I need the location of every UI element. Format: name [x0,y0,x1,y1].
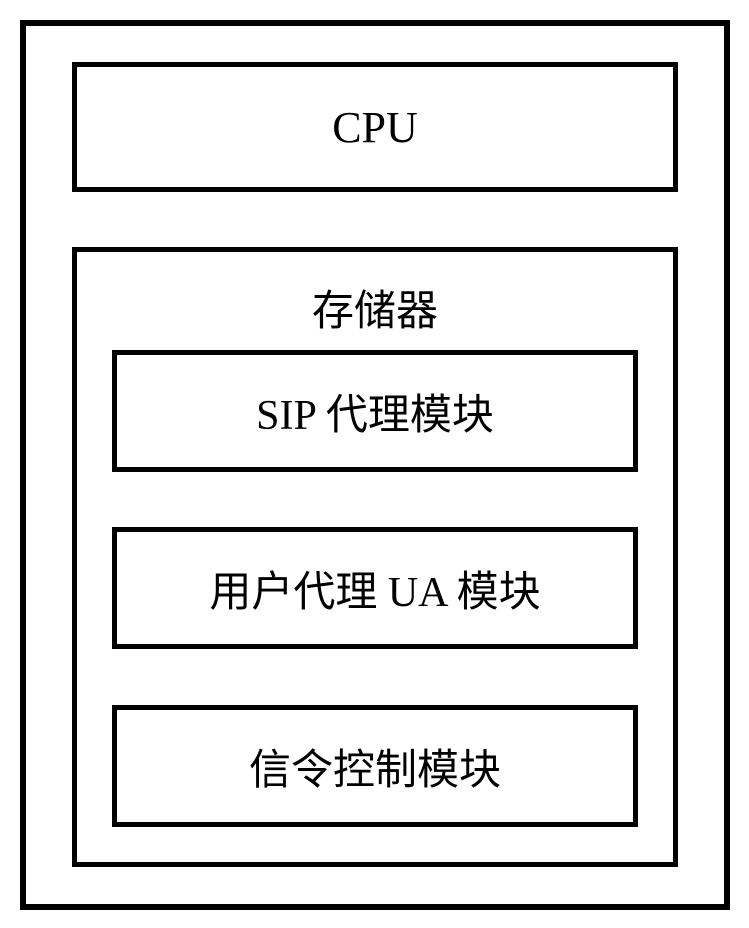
sip-proxy-module-label: SIP 代理模块 [256,381,494,442]
memory-title-wrap: 存储器 [77,277,673,338]
cpu-label: CPU [332,102,418,153]
signaling-control-module-label: 信令控制模块 [249,736,501,797]
sip-proxy-module-block: SIP 代理模块 [112,350,638,472]
user-agent-module-block: 用户代理 UA 模块 [112,527,638,649]
cpu-block: CPU [72,62,678,192]
signaling-control-module-block: 信令控制模块 [112,705,638,827]
user-agent-module-label: 用户代理 UA 模块 [209,558,540,619]
memory-label: 存储器 [312,289,438,335]
